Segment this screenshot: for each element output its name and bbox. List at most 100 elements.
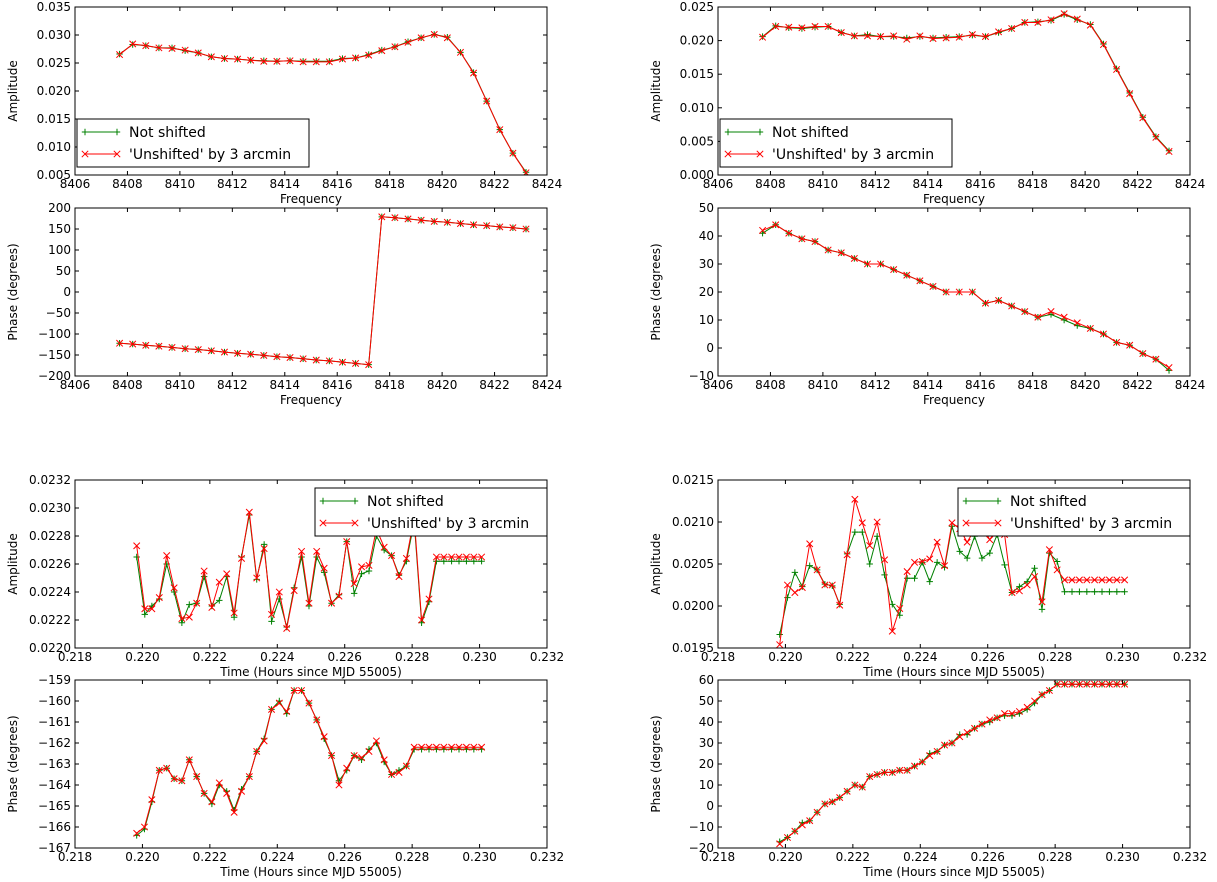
x-tick-label: 0.226 (971, 850, 1005, 864)
data-point (365, 51, 373, 59)
legend-marker (319, 519, 327, 527)
data-point (1165, 364, 1173, 372)
data-point (181, 345, 189, 353)
data-point (1008, 710, 1016, 718)
data-point (462, 743, 470, 751)
data-point (443, 34, 451, 42)
data-point (299, 355, 307, 363)
data-point (1113, 680, 1121, 688)
data-point (193, 599, 201, 607)
data-point (1008, 24, 1016, 33)
legend-label: Not shifted (129, 125, 206, 141)
data-point (253, 747, 261, 755)
y-tick-label: 40 (699, 229, 714, 243)
y-tick-label: 0.0195 (672, 641, 714, 655)
data-point (155, 594, 163, 602)
x-tick-label: 8412 (217, 177, 248, 191)
data-point (194, 345, 202, 354)
data-point (896, 766, 904, 774)
data-point (140, 823, 149, 831)
data-point (776, 631, 783, 638)
x-tick-label: 8424 (1175, 177, 1206, 191)
data-point (1121, 588, 1128, 595)
x-tick-label: 8410 (165, 177, 196, 191)
data-point (1021, 308, 1029, 316)
y-tick-label: 0.015 (680, 67, 714, 81)
data-point (245, 508, 253, 516)
data-point (116, 339, 124, 347)
y-tick-label: −159 (38, 673, 71, 687)
data-point (418, 743, 426, 751)
data-point (1073, 15, 1081, 23)
data-point (836, 794, 844, 802)
x-tick-label: 8416 (322, 177, 353, 191)
data-point (343, 538, 351, 546)
chart-p2: 8406 8408 8410 8412 8414 8416 8418 8420 8422 8424… (6, 201, 562, 407)
data-point (273, 353, 281, 361)
data-point (522, 225, 530, 233)
y-tick-label: −161 (38, 715, 71, 729)
y-tick-label: 0.010 (37, 140, 71, 154)
data-point (1121, 576, 1129, 584)
x-tick-label: 0.218 (58, 850, 92, 864)
data-point (443, 218, 451, 226)
data-point (320, 564, 328, 572)
data-point (432, 743, 440, 751)
chart-p4: 0.218 0.220 0.222 0.224 0.226 0.228 0.230 0.232… (6, 473, 564, 679)
data-point (955, 33, 963, 41)
x-tick-label: 0.232 (1173, 650, 1207, 664)
data-point (824, 22, 832, 31)
y-tick-label: −50 (46, 306, 71, 320)
y-tick-label: 0.020 (680, 34, 714, 48)
data-point (133, 542, 141, 550)
data-point (478, 553, 486, 561)
data-point (410, 743, 418, 751)
data-point (142, 42, 150, 50)
chart-p6: 0.218 0.220 0.222 0.224 0.226 0.228 0.230 0.232… (6, 673, 564, 879)
data-point (260, 351, 268, 359)
x-tick-label: 0.220 (768, 650, 802, 664)
data-point (1098, 576, 1106, 584)
data-point (1099, 330, 1108, 338)
y-tick-label: 200 (48, 201, 71, 215)
data-point (929, 282, 937, 290)
y-tick-label: 0 (706, 341, 714, 355)
data-point (237, 787, 246, 795)
plot-area (116, 213, 530, 369)
data-point (305, 599, 313, 607)
data-point (456, 48, 465, 56)
data-point (1068, 576, 1076, 584)
data-point (290, 686, 298, 695)
data-point (1060, 313, 1068, 321)
x-axis-label: Time (Hours since MJD 55005) (862, 865, 1045, 879)
data-point (1098, 680, 1106, 688)
data-point (880, 556, 889, 564)
y-tick-label: 0.015 (37, 112, 71, 126)
data-point (372, 737, 380, 745)
data-point (772, 22, 780, 31)
data-point (896, 604, 904, 613)
data-point (836, 601, 844, 609)
y-tick-label: 0.000 (680, 168, 714, 182)
data-point (380, 756, 388, 764)
data-point (1126, 341, 1134, 349)
x-tick-label: 8420 (1070, 378, 1101, 392)
data-point (888, 768, 896, 776)
data-point (956, 548, 963, 555)
y-tick-label: 10 (699, 778, 714, 792)
data-point (1061, 588, 1068, 595)
y-tick-label: 0.0205 (672, 557, 714, 571)
data-point (798, 24, 806, 32)
x-tick-label: 0.218 (701, 650, 735, 664)
data-point (933, 559, 941, 566)
data-point (948, 519, 956, 527)
data-point (1008, 589, 1016, 597)
x-tick-label: 8422 (1122, 378, 1153, 392)
data-point (1105, 576, 1113, 584)
data-point (448, 743, 456, 751)
data-point (1034, 18, 1042, 27)
legend-box (719, 118, 953, 168)
data-point (1105, 680, 1113, 688)
data-point (220, 348, 229, 356)
legend: Not shifted 'Unshifted' by 3 arcmin (719, 118, 953, 168)
